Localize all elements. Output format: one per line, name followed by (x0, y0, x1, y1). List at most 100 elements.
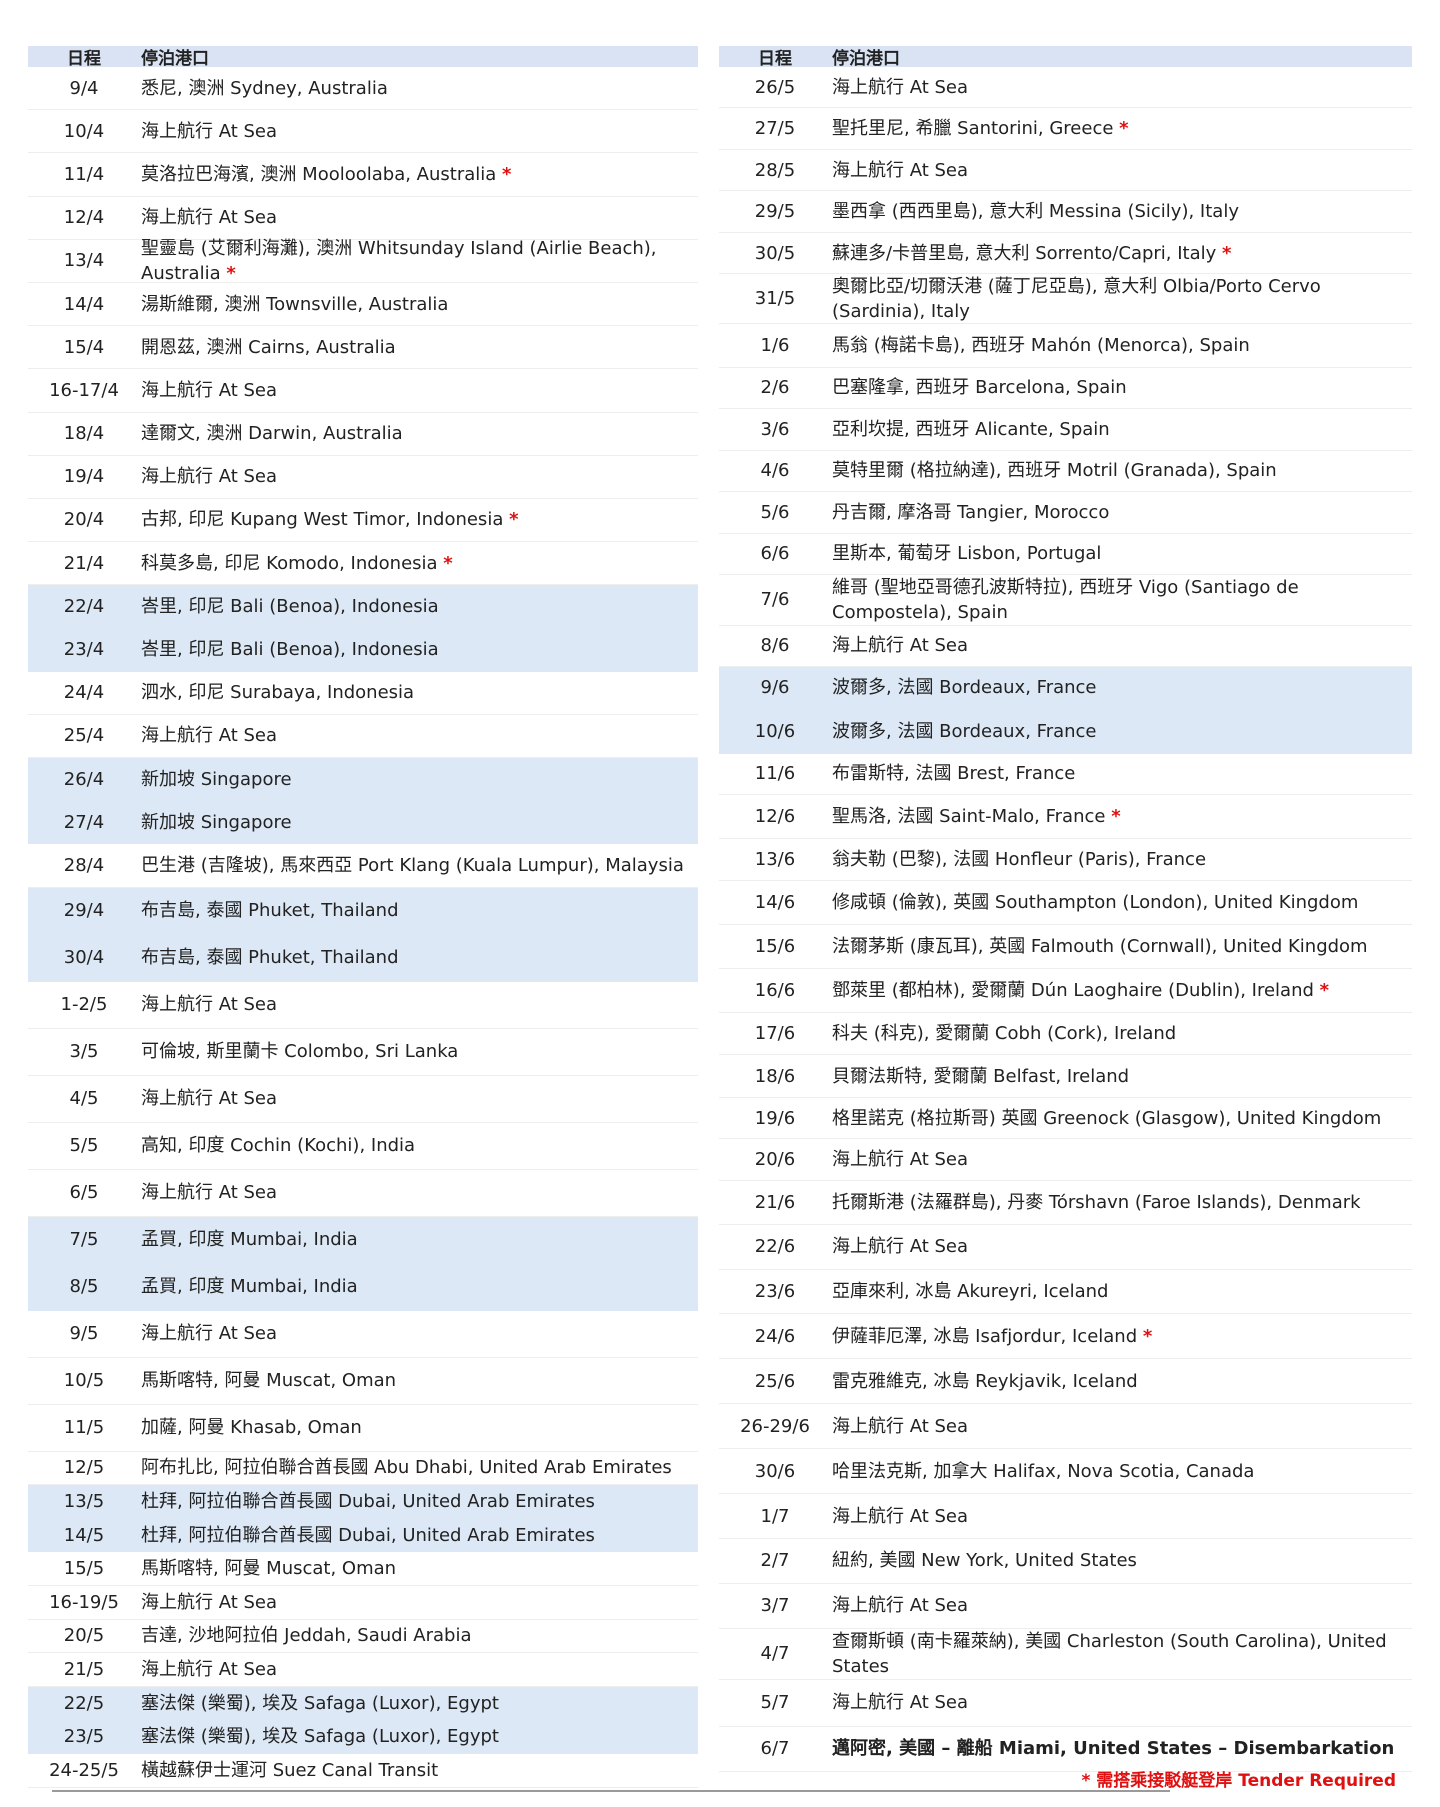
row-date: 13/4 (63, 250, 105, 272)
row-port: 海上航行 At Sea (140, 992, 698, 1017)
port-name: 巴生港 (吉隆坡), 馬來西亞 Port Klang (Kuala Lumpur… (141, 854, 684, 876)
port-name: 橫越蘇伊士運河 Suez Canal Transit (141, 1759, 439, 1781)
port-name: 孟買, 印度 Mumbai, India (141, 1229, 358, 1251)
port-name: 查爾斯頓 (南卡羅萊納), 美國 Charleston (South Carol… (832, 1630, 1387, 1677)
row-date: 3/5 (69, 1041, 99, 1063)
row-port: 塞法傑 (樂蜀), 埃及 Safaga (Luxor), Egypt (140, 1724, 698, 1749)
table-row: 26-29/6 海上航行 At Sea (719, 1404, 1412, 1450)
table-header: 日程 停泊港口 (719, 46, 1412, 69)
port-name: 巴塞隆拿, 西班牙 Barcelona, Spain (832, 377, 1127, 399)
row-port: 海上航行 At Sea (140, 1590, 698, 1615)
row-port: 杜拜, 阿拉伯聯合酋長國 Dubai, United Arab Emirates (140, 1489, 698, 1514)
row-port: 古邦, 印尼 Kupang West Timor, Indonesia * (140, 507, 698, 532)
port-name: 阿布扎比, 阿拉伯聯合酋長國 Abu Dhabi, United Arab Em… (141, 1457, 672, 1479)
port-name: 波爾多, 法國 Bordeaux, France (832, 720, 1097, 742)
table-row: 5/6 丹吉爾, 摩洛哥 Tangier, Morocco (719, 492, 1412, 534)
port-name: 奧爾比亞/切爾沃港 (薩丁尼亞島), 意大利 Olbia/Porto Cervo… (832, 275, 1321, 322)
row-date: 20/4 (63, 509, 105, 531)
table-row: 18/6 貝爾法斯特, 愛爾蘭 Belfast, Ireland (719, 1055, 1412, 1098)
tender-star: * (1142, 1325, 1153, 1347)
row-port: 新加坡 Singapore (140, 767, 698, 792)
port-name: 海上航行 At Sea (141, 1088, 278, 1110)
port-name: 開恩茲, 澳洲 Cairns, Australia (141, 336, 396, 358)
itinerary-table-left: 日程 停泊港口 9/4 悉尼, 澳洲 Sydney, Australia 10/4 海… (28, 46, 698, 1788)
row-date: 23/4 (63, 639, 105, 661)
row-date: 9/4 (69, 77, 99, 99)
row-date: 10/6 (754, 720, 796, 742)
row-port: 海上航行 At Sea (831, 1504, 1412, 1529)
row-date: 12/5 (63, 1457, 105, 1479)
row-port: 聖托里尼, 希臘 Santorini, Greece * (831, 116, 1412, 141)
header-port: 停泊港口 (141, 49, 209, 69)
table-row: 13/6 翁夫勒 (巴黎), 法國 Honfleur (Paris), Franc… (719, 839, 1412, 882)
row-port: 紐約, 美國 New York, United States (831, 1548, 1412, 1573)
tender-star: * (509, 509, 519, 531)
port-name: 新加坡 Singapore (141, 811, 292, 833)
row-date: 26/4 (63, 768, 105, 790)
row-port: 杜拜, 阿拉伯聯合酋長國 Dubai, United Arab Emirates (140, 1523, 698, 1548)
port-name: 布吉島, 泰國 Phuket, Thailand (141, 947, 399, 969)
row-port: 海上航行 At Sea (831, 1234, 1412, 1259)
port-name: 亞利坎提, 西班牙 Alicante, Spain (832, 418, 1110, 440)
table-row: 22/4 峇里, 印尼 Bali (Benoa), Indonesia (28, 585, 698, 629)
port-name: 科莫多島, 印尼 Komodo, Indonesia (141, 552, 438, 574)
port-name: 加薩, 阿曼 Khasab, Oman (141, 1417, 362, 1439)
table-row: 23/5 塞法傑 (樂蜀), 埃及 Safaga (Luxor), Egypt (28, 1720, 698, 1754)
row-port: 布吉島, 泰國 Phuket, Thailand (140, 945, 698, 970)
row-port: 海上航行 At Sea (140, 464, 698, 489)
port-name: 海上航行 At Sea (141, 1658, 278, 1680)
row-date: 15/6 (754, 936, 796, 957)
row-port: 悉尼, 澳洲 Sydney, Australia (140, 76, 698, 101)
row-port: 波爾多, 法國 Bordeaux, France (831, 675, 1412, 700)
row-port: 馬斯喀特, 阿曼 Muscat, Oman (140, 1368, 698, 1393)
port-name: 維哥 (聖地亞哥德孔波斯特拉), 西班牙 Vigo (Santiago de C… (832, 576, 1299, 623)
port-name: 海上航行 At Sea (141, 994, 278, 1016)
row-port: 奧爾比亞/切爾沃港 (薩丁尼亞島), 意大利 Olbia/Porto Cervo… (831, 274, 1412, 324)
port-name: 馬斯喀特, 阿曼 Muscat, Oman (141, 1558, 397, 1580)
port-name: 科夫 (科克), 愛爾蘭 Cobh (Cork), Ireland (832, 1022, 1177, 1044)
table-row: 12/4 海上航行 At Sea (28, 197, 698, 240)
row-date: 29/4 (63, 900, 105, 922)
table-row: 18/4 達爾文, 澳洲 Darwin, Australia (28, 413, 698, 456)
row-date: 5/5 (69, 1135, 99, 1157)
table-row: 3/6 亞利坎提, 西班牙 Alicante, Spain (719, 409, 1412, 451)
port-name: 布雷斯特, 法國 Brest, France (832, 763, 1076, 785)
row-port: 修咸頓 (倫敦), 英國 Southampton (London), Unite… (831, 890, 1412, 915)
table-row: 20/4 古邦, 印尼 Kupang West Timor, Indonesia … (28, 499, 698, 543)
port-name: 莫洛拉巴海濱, 澳洲 Mooloolaba, Australia (141, 163, 497, 185)
row-date: 14/4 (63, 293, 105, 315)
table-row: 16-19/5 海上航行 At Sea (28, 1586, 698, 1620)
port-name: 伊薩菲厄澤, 冰島 Isafjordur, Iceland (832, 1325, 1138, 1347)
row-date: 24-25/5 (49, 1759, 119, 1781)
row-port: 新加坡 Singapore (140, 810, 698, 835)
port-name: 悉尼, 澳洲 Sydney, Australia (141, 77, 388, 99)
tender-star: * (443, 552, 453, 574)
row-date: 2/6 (760, 377, 790, 399)
row-port: 泗水, 印尼 Surabaya, Indonesia (140, 680, 698, 705)
table-row: 24/4 泗水, 印尼 Surabaya, Indonesia (28, 672, 698, 715)
row-port: 莫洛拉巴海濱, 澳洲 Mooloolaba, Australia * (140, 162, 698, 187)
row-date: 23/5 (63, 1726, 105, 1748)
table-row: 3/5 可倫坡, 斯里蘭卡 Colombo, Sri Lanka (28, 1029, 698, 1076)
table-row: 3/7 海上航行 At Sea (719, 1584, 1412, 1629)
port-name: 海上航行 At Sea (141, 1182, 278, 1204)
row-port: 峇里, 印尼 Bali (Benoa), Indonesia (140, 637, 698, 662)
row-date: 7/6 (760, 589, 790, 611)
row-port: 海上航行 At Sea (831, 1593, 1412, 1618)
port-name: 修咸頓 (倫敦), 英國 Southampton (London), Unite… (832, 892, 1359, 914)
row-date: 7/5 (69, 1229, 99, 1251)
table-row: 26/4 新加坡 Singapore (28, 758, 698, 802)
row-date: 26-29/6 (740, 1415, 810, 1437)
row-date: 28/4 (63, 854, 105, 876)
port-name: 塞法傑 (樂蜀), 埃及 Safaga (Luxor), Egypt (141, 1726, 499, 1748)
table-row: 9/4 悉尼, 澳洲 Sydney, Australia (28, 67, 698, 111)
port-name: 湯斯維爾, 澳洲 Townsville, Australia (141, 293, 449, 315)
port-name: 古邦, 印尼 Kupang West Timor, Indonesia (141, 509, 504, 531)
table-row: 26/5 海上航行 At Sea (719, 67, 1412, 109)
row-date: 22/6 (754, 1236, 796, 1258)
row-date: 18/4 (63, 423, 105, 445)
row-port: 里斯本, 葡萄牙 Lisbon, Portugal (831, 541, 1412, 566)
table-row: 5/5 高知, 印度 Cochin (Kochi), India (28, 1123, 698, 1170)
port-name: 高知, 印度 Cochin (Kochi), India (141, 1135, 416, 1157)
table-row: 14/6 修咸頓 (倫敦), 英國 Southampton (London), U… (719, 881, 1412, 926)
